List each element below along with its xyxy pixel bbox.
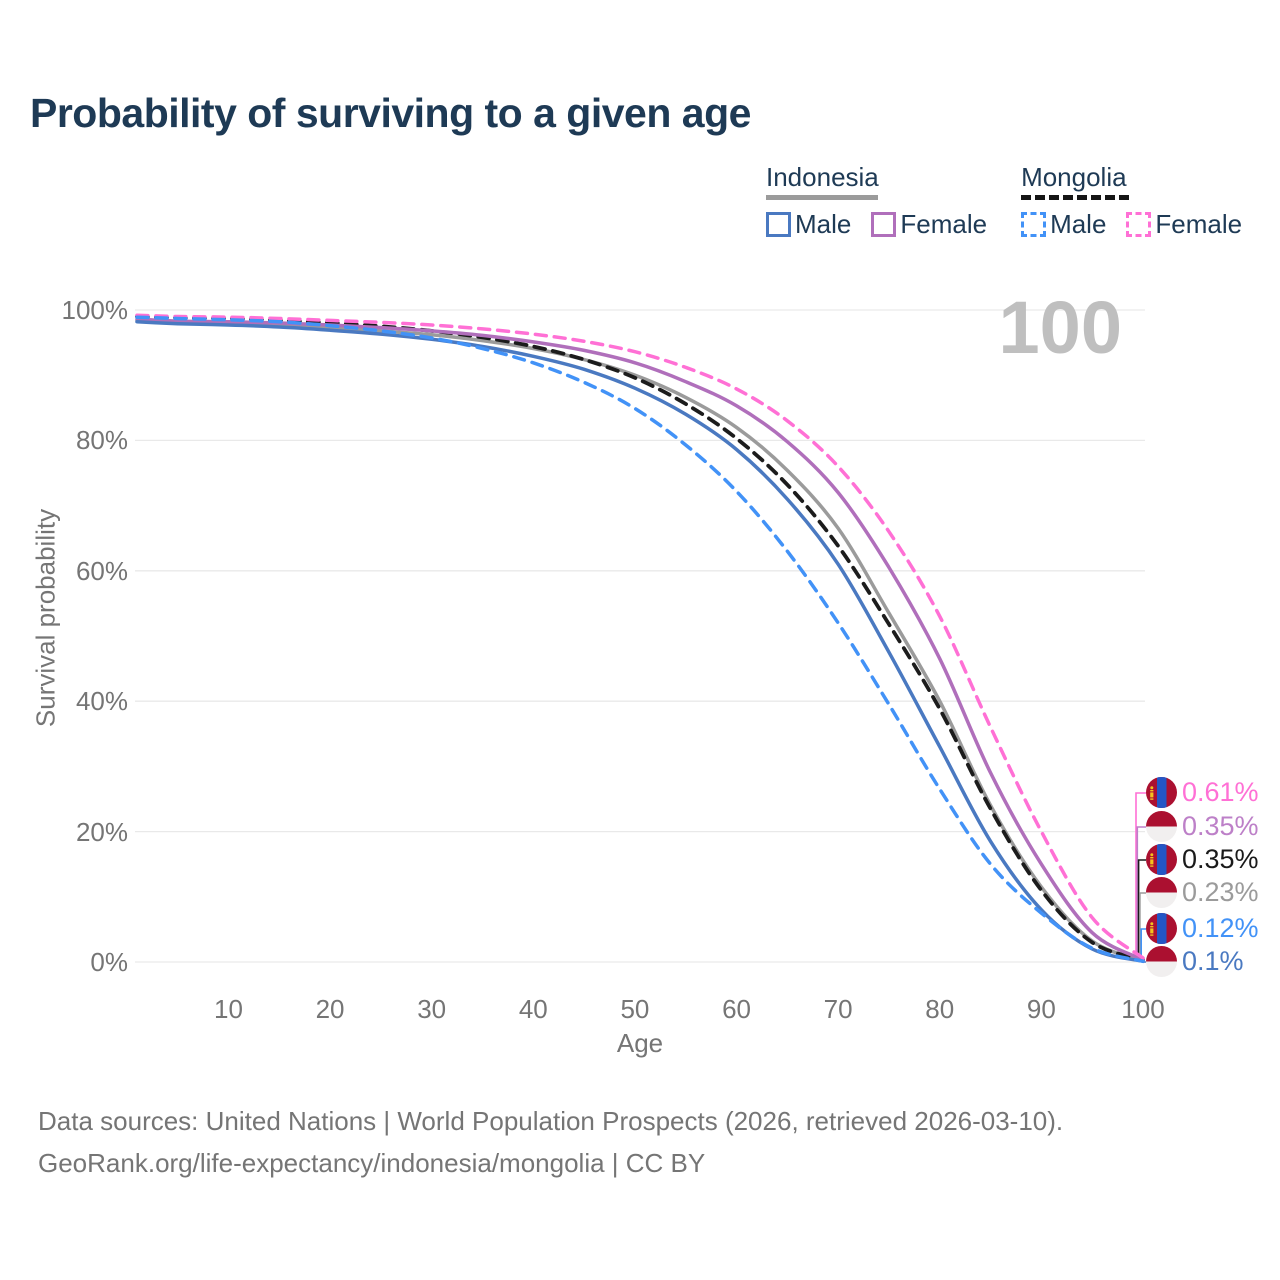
legend-item-label: Male <box>1050 209 1107 239</box>
legend-item-label: Female <box>1155 209 1243 239</box>
legend-group-indonesia: Indonesia Male Female <box>766 163 987 240</box>
series-line-indonesia[interactable] <box>135 318 1145 963</box>
x-tick-label: 10 <box>213 994 243 1024</box>
page-title: Probability of surviving to a given age <box>30 90 751 136</box>
mongolia-flag-icon <box>1146 844 1177 875</box>
end-label-mongolia-female: 0.61% <box>1146 777 1259 808</box>
y-tick-label: 80% <box>75 425 128 456</box>
mongolia-flag-icon <box>1146 777 1177 808</box>
legend-group-title[interactable]: Indonesia <box>766 162 879 192</box>
end-label-value: 0.35% <box>1182 811 1259 841</box>
x-tick-label: 90 <box>1026 994 1056 1024</box>
end-label-value: 0.35% <box>1182 844 1259 874</box>
end-label-value: 0.61% <box>1182 777 1259 807</box>
x-tick-label: 50 <box>620 994 650 1024</box>
end-label-mongolia: 0.35% <box>1146 844 1259 875</box>
legend-item-mongolia-male[interactable]: Male <box>1021 209 1106 240</box>
legend-swatch-icon <box>1021 212 1047 237</box>
x-tick-label: 40 <box>518 994 548 1024</box>
legend-swatch-icon <box>766 212 791 237</box>
y-axis-title: Survival probability <box>30 508 61 728</box>
gridlines <box>135 309 1145 963</box>
end-label-indonesia-male: 0.1% <box>1146 946 1244 977</box>
series-line-indonesia-female[interactable] <box>135 317 1145 962</box>
legend-item-mongolia-female[interactable]: Female <box>1126 209 1242 240</box>
series-line-indonesia-male[interactable] <box>135 319 1145 964</box>
indonesia-flag-icon <box>1146 877 1177 908</box>
end-label-connectors <box>1135 792 1146 963</box>
end-label-value: 0.1% <box>1182 946 1244 976</box>
y-tick-label: 60% <box>75 555 128 586</box>
end-label-indonesia: 0.23% <box>1146 877 1259 908</box>
series-line-mongolia-female[interactable] <box>135 313 1145 960</box>
x-tick-label: 70 <box>823 994 853 1024</box>
legend-group-mongolia: Mongolia Male Female <box>1021 163 1242 240</box>
legend: Indonesia Male Female Mongolia Male <box>766 163 1242 240</box>
legend-item-indonesia-male[interactable]: Male <box>766 209 851 240</box>
mongolia-flag-icon <box>1146 913 1177 944</box>
y-tick-label: 40% <box>75 686 128 717</box>
end-label-value: 0.23% <box>1182 877 1259 907</box>
x-tick-label: 100 <box>1121 994 1165 1024</box>
end-label-value: 0.12% <box>1182 913 1259 943</box>
legend-item-indonesia-female[interactable]: Female <box>871 209 987 240</box>
end-label-mongolia-male: 0.12% <box>1146 913 1259 944</box>
end-label-indonesia-female: 0.35% <box>1146 811 1259 842</box>
indonesia-line-style-swatch <box>766 195 878 200</box>
x-tick-label: 60 <box>722 994 751 1024</box>
age-counter-watermark: 100 <box>998 286 1122 369</box>
mongolia-line-style-swatch <box>1021 195 1130 200</box>
legend-item-label: Female <box>900 209 988 239</box>
indonesia-flag-icon <box>1146 811 1177 842</box>
series-line-mongolia-male[interactable] <box>135 315 1145 963</box>
y-tick-label: 100% <box>61 295 129 325</box>
legend-item-label: Male <box>795 209 852 239</box>
legend-group-title[interactable]: Mongolia <box>1021 162 1127 192</box>
y-tick-label: 0% <box>90 947 128 977</box>
x-axis-title: Age <box>616 1028 664 1058</box>
x-tick-label: 30 <box>417 994 447 1024</box>
indonesia-flag-icon <box>1146 946 1177 977</box>
x-tick-label: 20 <box>315 994 345 1024</box>
legend-swatch-icon <box>871 212 897 237</box>
series-lines <box>135 313 1145 964</box>
legend-swatch-icon <box>1126 212 1152 237</box>
x-tick-label: 80 <box>925 994 955 1024</box>
attribution-text: GeoRank.org/life-expectancy/indonesia/mo… <box>38 1148 706 1178</box>
data-sources-text: Data sources: United Nations | World Pop… <box>38 1106 1064 1136</box>
series-line-mongolia[interactable] <box>135 314 1145 962</box>
y-tick-label: 20% <box>75 816 128 847</box>
